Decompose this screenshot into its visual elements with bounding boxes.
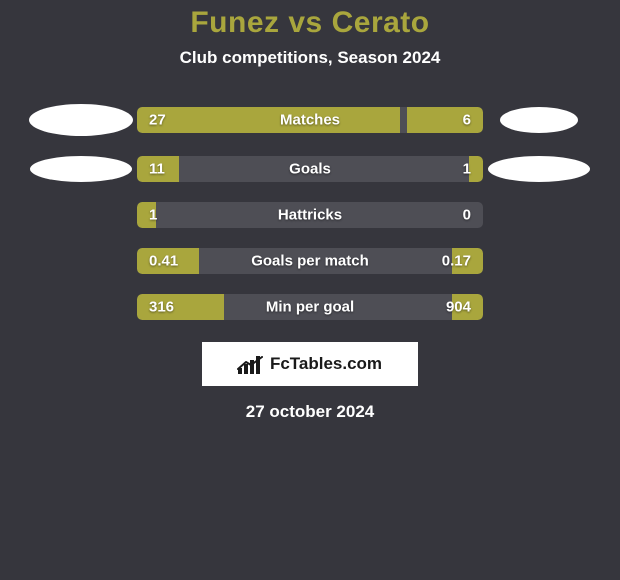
page-title: Funez vs Cerato [0,6,620,40]
stat-bar: 316 904 Min per goal [137,294,483,320]
stat-value-right: 6 [463,112,471,129]
stat-value-left: 27 [149,112,166,129]
stat-row: 316 904 Min per goal [0,294,620,320]
stat-label: Matches [280,112,340,129]
stat-bar: 111Goals [137,156,483,182]
stat-row: 1 0 Hattricks [0,202,620,228]
team-badge-left [30,156,132,182]
stat-row: 111Goals [0,156,620,182]
stat-label: Min per goal [266,299,354,316]
stat-label: Goals [289,161,331,178]
player-left-name: Funez [190,6,279,39]
vs-separator: vs [288,6,322,39]
stat-fill-right [407,107,483,133]
brand-box[interactable]: FcTables.com [202,342,418,386]
player-right-name: Cerato [332,6,430,39]
stat-value-left: 316 [149,299,174,316]
stat-bar: 0.41 0.17 Goals per match [137,248,483,274]
snapshot-date: 27 october 2024 [0,402,620,422]
stat-value-right: 0 [463,207,471,224]
stat-value-left: 11 [149,161,165,178]
comparison-card: Funez vs Cerato Club competitions, Seaso… [0,0,620,580]
stat-value-left: 0.41 [149,253,178,270]
stat-value-right: 1 [463,161,471,178]
stat-row: 0.41 0.17 Goals per match [0,248,620,274]
stat-bar: 27 6 Matches [137,107,483,133]
stat-value-left: 1 [149,207,157,224]
stat-row: 27 6 Matches [0,104,620,136]
fctables-logo-icon [238,354,264,374]
stat-fill-left [137,107,400,133]
team-badge-right [488,156,590,182]
team-badge-left [29,104,133,136]
stat-value-right: 0.17 [442,253,471,270]
stat-value-right: 904 [446,299,471,316]
stat-label: Hattricks [278,207,342,224]
brand-text: FcTables.com [270,354,382,374]
stat-fill-right [469,156,483,182]
team-badge-right [500,107,578,133]
stat-bar: 1 0 Hattricks [137,202,483,228]
stat-label: Goals per match [251,253,369,270]
subtitle: Club competitions, Season 2024 [0,48,620,68]
stat-rows: 276Matches111Goals10Hattricks0.410.17Goa… [0,104,620,320]
